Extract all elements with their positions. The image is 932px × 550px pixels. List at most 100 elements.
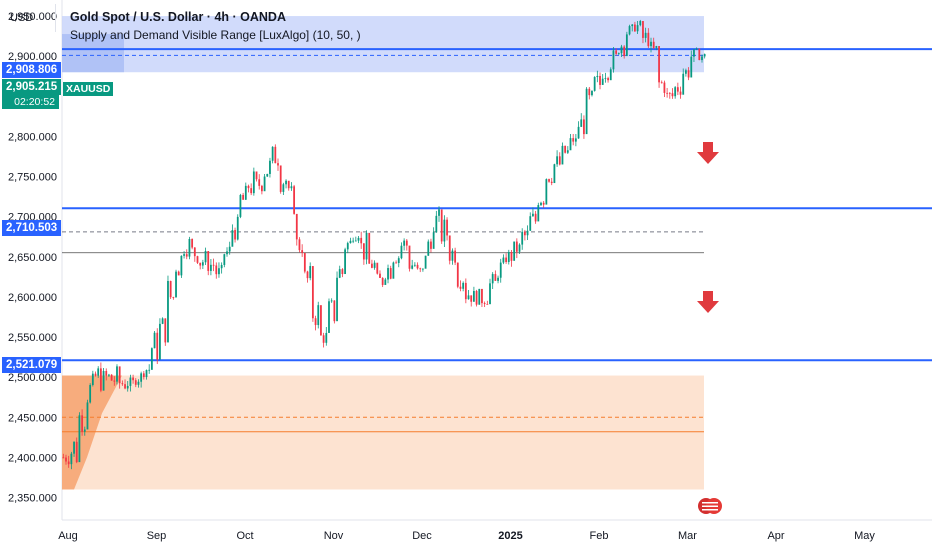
x-tick-label: Mar — [678, 530, 697, 542]
candle-body — [65, 457, 67, 462]
candle-body — [489, 283, 491, 305]
candle-body — [199, 262, 202, 266]
x-tick-label: Sep — [147, 530, 167, 542]
candle-body — [392, 262, 395, 279]
candle-body — [572, 138, 575, 142]
candle-body — [132, 377, 134, 381]
candle-body — [676, 87, 679, 92]
candle-body — [652, 41, 655, 48]
candle-body — [553, 164, 556, 184]
candle-body — [422, 268, 424, 270]
candle-body — [593, 77, 596, 91]
candle-body — [287, 180, 290, 189]
candle-body — [333, 300, 336, 322]
supply-zone — [62, 16, 704, 73]
candle-body — [357, 237, 360, 241]
candle-body — [140, 373, 143, 382]
candle-body — [220, 264, 223, 269]
candle-body — [260, 185, 263, 192]
candle-body — [78, 415, 81, 463]
candle-body — [507, 252, 510, 262]
candle-body — [309, 266, 312, 279]
candle-body — [615, 50, 618, 54]
candle-body — [126, 385, 129, 389]
candle-body — [252, 171, 255, 194]
candle-body — [430, 241, 432, 249]
candle-body — [180, 255, 183, 276]
candle-body — [601, 78, 604, 85]
candle-body — [148, 369, 151, 371]
candle-body — [451, 250, 454, 261]
down-arrow-icon — [697, 142, 719, 164]
candle-body — [701, 56, 703, 61]
supply-volume-profile — [62, 34, 124, 73]
indicator-label[interactable]: Supply and Demand Visible Range [LuxAlgo… — [70, 28, 361, 42]
candle-body — [486, 303, 489, 305]
candle-body — [620, 46, 623, 54]
candle-body — [365, 232, 368, 260]
candle-body — [483, 303, 486, 304]
currency-selector[interactable]: USD — [0, 4, 56, 32]
candle-body — [583, 119, 585, 135]
candle-body — [271, 146, 274, 161]
candle-body — [124, 384, 126, 389]
candle-body — [156, 332, 159, 360]
candle-body — [631, 24, 634, 27]
chart-title: Gold Spot / U.S. Dollar · 4h · OANDA — [70, 10, 286, 24]
x-tick-label: Oct — [236, 530, 253, 542]
candle-body — [150, 348, 153, 370]
candle-body — [134, 380, 137, 385]
candle-body — [210, 264, 212, 271]
candle-body — [317, 305, 320, 326]
candle-body — [424, 255, 427, 269]
arrow-layer — [697, 142, 719, 313]
upper-level-price-tag: 2,908.806 — [2, 62, 62, 78]
candle-body — [67, 461, 70, 465]
y-tick-label: 2,400.000 — [8, 452, 57, 464]
candle-body — [113, 380, 116, 382]
candle-body — [577, 126, 580, 139]
candle-body — [371, 263, 373, 268]
us-flag-events-icon[interactable] — [697, 495, 723, 517]
candle-body — [687, 70, 690, 78]
candle-body — [73, 441, 75, 454]
candle-body — [293, 186, 296, 214]
y-tick-label: 2,500.000 — [8, 372, 57, 384]
candle-body — [561, 145, 564, 165]
candle-body — [462, 282, 465, 289]
candle-body — [349, 240, 352, 244]
candle-body — [448, 235, 451, 261]
candle-body — [121, 383, 124, 385]
candle-body — [499, 262, 502, 278]
candle-body — [274, 146, 277, 164]
candle-body — [384, 279, 387, 285]
candle-body — [320, 305, 322, 336]
candle-body — [545, 179, 548, 205]
candle-body — [338, 269, 341, 278]
candle-body — [491, 274, 494, 284]
candle-body — [89, 384, 92, 403]
candle-body — [459, 286, 462, 289]
candle-body — [110, 374, 113, 381]
candle-body — [438, 209, 440, 216]
candle-body — [464, 282, 467, 300]
candle-body — [518, 244, 521, 252]
candle-body — [435, 215, 438, 233]
candle-layer — [62, 19, 706, 470]
candle-body — [279, 165, 282, 192]
candle-body — [250, 188, 253, 194]
candle-body — [580, 119, 583, 127]
zone-layer — [62, 16, 932, 490]
lower-level-price-tag: 2,521.079 — [2, 357, 62, 373]
candle-body — [231, 230, 234, 247]
candle-body — [526, 230, 529, 236]
y-tick-label: 2,350.000 — [8, 493, 57, 505]
mid-level-price-tag: 2,710.503 — [2, 220, 62, 236]
candle-body — [617, 53, 620, 54]
candle-body — [277, 163, 279, 166]
candle-body — [368, 232, 371, 264]
candle-body — [585, 88, 588, 135]
candle-body — [550, 181, 553, 184]
candle-body — [159, 323, 161, 360]
candle-body — [177, 271, 180, 276]
